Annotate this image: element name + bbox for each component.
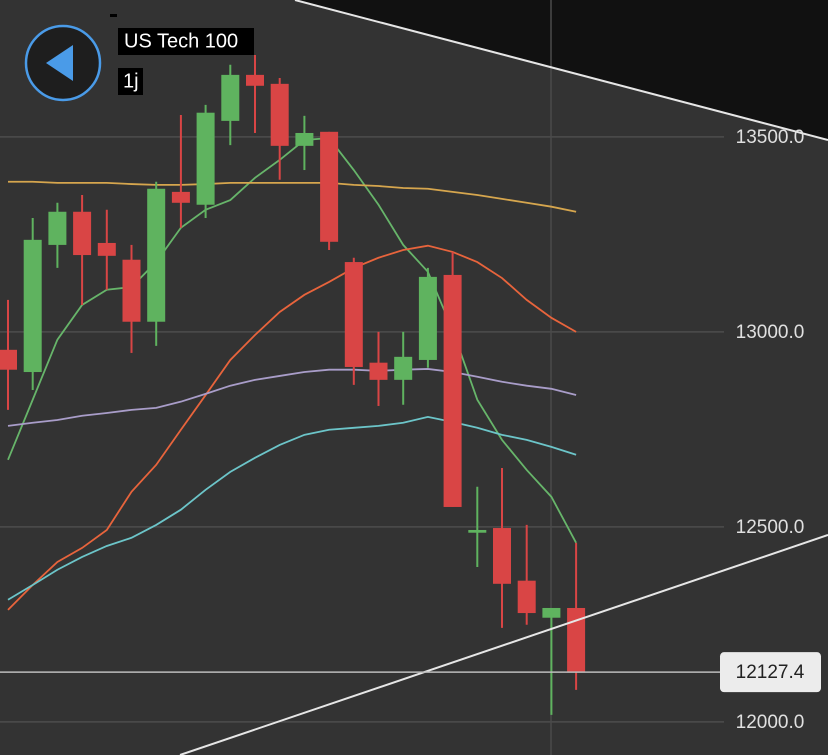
candle-body (443, 274, 462, 507)
candle-body (196, 112, 215, 205)
candle-body (0, 349, 17, 370)
candle-body (270, 83, 289, 146)
candle-body (542, 607, 561, 618)
candle-body (73, 211, 92, 256)
candle-body (320, 131, 339, 242)
chart-title: US Tech 100 (124, 30, 238, 52)
current-price: 12127.4 (0, 652, 821, 693)
candles (0, 54, 586, 715)
candle-body (97, 242, 116, 256)
price-label: 12127.4 (736, 662, 805, 683)
candle-body (147, 188, 166, 322)
candle-body (246, 74, 264, 86)
y-tick-label: 12500.0 (736, 517, 805, 538)
candle-body (122, 259, 141, 322)
ma-line (7, 368, 577, 427)
marker (110, 14, 117, 17)
candle-body (48, 211, 67, 245)
trendline-lower (179, 534, 828, 755)
y-tick-label: 13000.0 (736, 322, 805, 343)
candle-body (567, 607, 586, 673)
y-axis: 12000.0 12500.0 13000.0 13500.0 (736, 127, 805, 733)
candle-body (468, 529, 487, 533)
candle-body (344, 262, 363, 367)
title-box (118, 28, 254, 55)
y-tick-label: 12000.0 (736, 712, 805, 733)
ma-line (7, 415, 577, 601)
candle-body (221, 74, 240, 121)
candle-body (369, 362, 388, 380)
ma-line (7, 244, 577, 611)
price-box (720, 652, 821, 693)
candle-body (295, 132, 314, 146)
ma-line (7, 137, 577, 544)
candle-body (517, 580, 536, 614)
candle-body (493, 528, 511, 584)
candle-body (418, 276, 437, 360)
back-icon (46, 45, 73, 81)
trendline-upper (294, 0, 828, 141)
subtitle-box (118, 68, 143, 95)
moving-averages (7, 137, 577, 611)
y-tick-label: 13500.0 (736, 127, 805, 148)
chart-subtitle: 1j (123, 70, 139, 92)
candle-body (171, 191, 190, 203)
candle-body (23, 239, 42, 373)
candle-body (394, 356, 413, 380)
ma-line (8, 180, 577, 213)
